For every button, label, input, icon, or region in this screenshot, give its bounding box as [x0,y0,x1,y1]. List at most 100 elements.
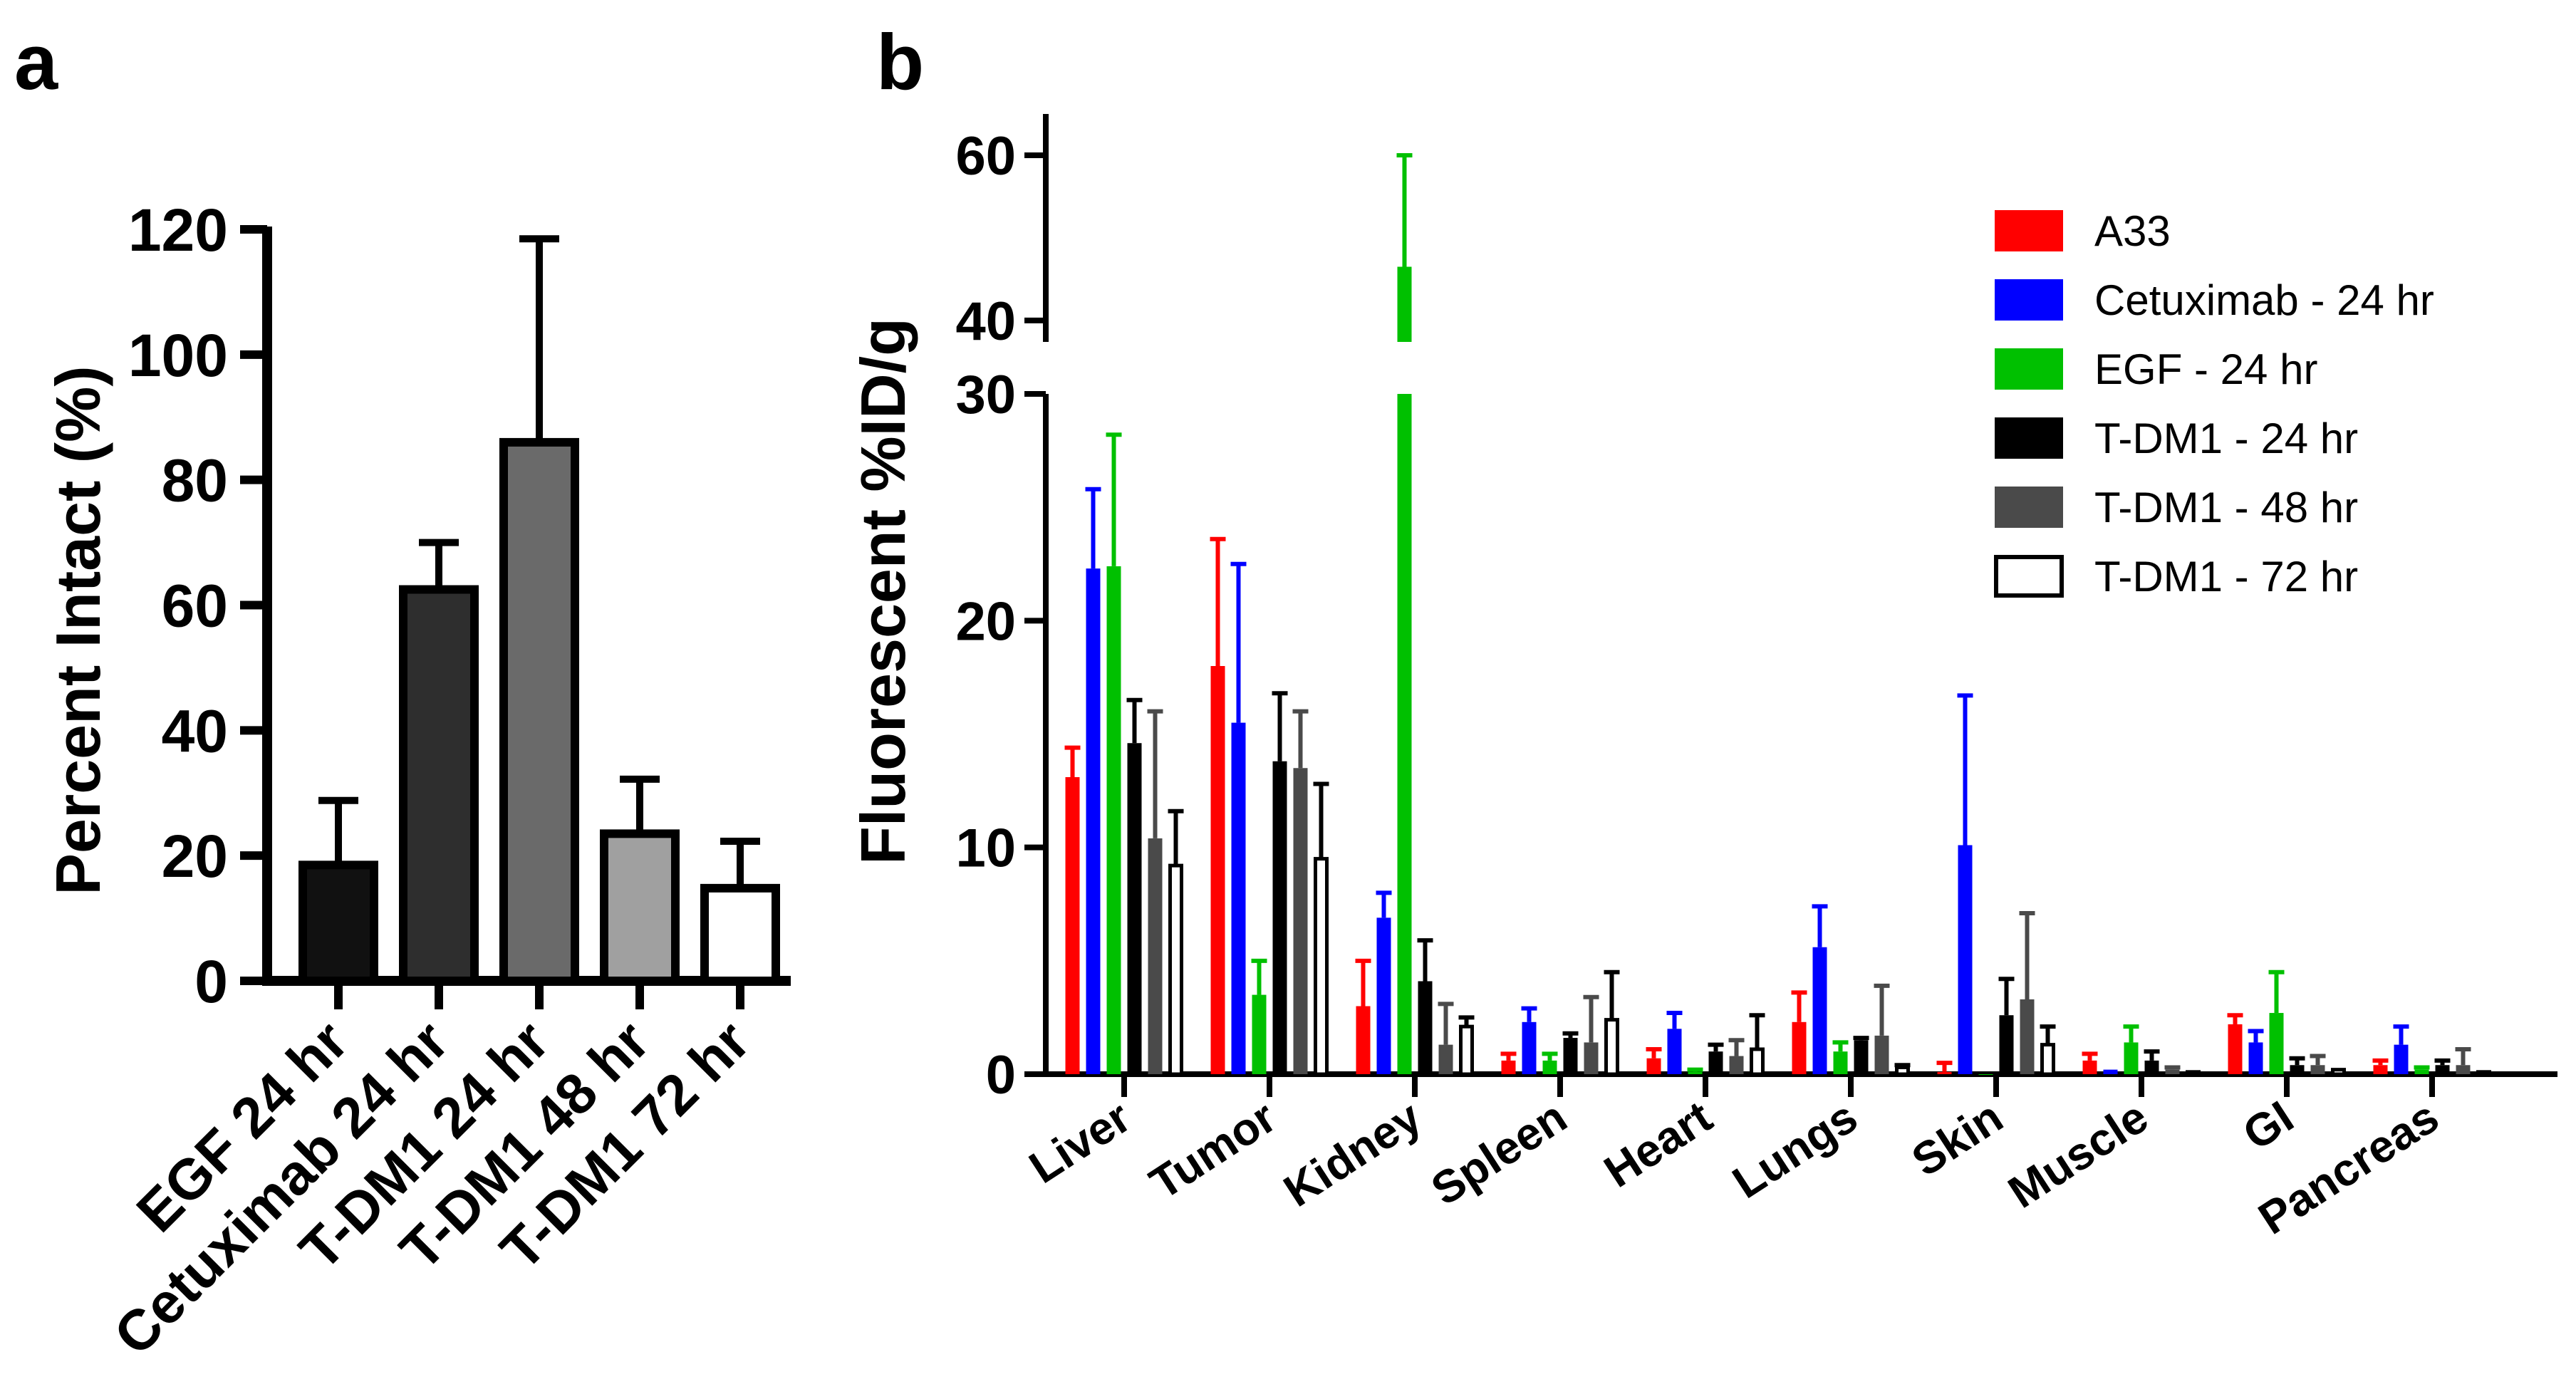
panel-b-bar [1356,1006,1371,1074]
panel-b-bar [1812,947,1827,1074]
panel-b-bar [1231,722,1246,1074]
panel-b-bar [2414,1069,2429,1074]
panel-b-bar [1688,1071,1703,1074]
panel-a-y-tick-label: 60 [162,573,228,640]
panel-b-bar [2186,1070,2201,1076]
panel-b-bar [1252,994,1267,1074]
panel-b-bar [1210,666,1225,1074]
panel-b-bar [1148,838,1163,1074]
panel-b-y-tick-label: 20 [955,591,1016,652]
panel-b-bar [1542,1060,1557,1074]
panel-b-bar [1978,1074,1993,1075]
legend-label: T-DM1 - 72 hr [2094,553,2358,600]
panel-a-bar [399,585,479,985]
panel-b-bar [1833,1051,1848,1074]
panel-b-y-tick-label: 40 [955,291,1016,352]
legend-label: T-DM1 - 48 hr [2094,484,2358,531]
panel-b-bar [1646,1058,1661,1074]
panel-b-bar [2144,1060,2159,1074]
panel-b-bar [1604,1018,1619,1076]
panel-b-bar [1293,768,1308,1074]
panel-b-bar [1522,1021,1537,1074]
legend-label: Cetuximab - 24 hr [2094,276,2434,324]
panel-b-category-label: Muscle [1999,1091,2156,1218]
panel-a-bar [499,437,579,985]
legend-label: A33 [2094,207,2171,255]
panel-b-category-label: Heart [1595,1091,1720,1197]
panel-b-bar [2248,1042,2263,1074]
panel-a-y-tick-label: 40 [162,697,228,764]
panel-b-y-tick-label: 60 [955,126,1016,187]
panel-b-bar [1729,1056,1744,1074]
panel-b-bar [1501,1060,1516,1074]
panel-a-y-tick-label: 20 [162,823,228,890]
panel-b-bar [2310,1065,2325,1074]
legend: A33 Cetuximab - 24 hr EGF - 24 hr T-DM1 - 2… [1994,207,2434,600]
panel-b-category-label: Tumor [1141,1091,1284,1209]
panel-b-bar [1584,1042,1599,1074]
panel-b-bar [1667,1029,1682,1074]
panel-b-category-label: Spleen [1422,1091,1575,1215]
panel-a-y-axis-label: Percent Intact (%) [43,365,113,895]
panel-b-y-tick-label: 10 [955,818,1016,879]
panel-b-bar [1418,981,1433,1074]
panel-b-bar [1438,1044,1453,1074]
legend-label: EGF - 24 hr [2094,345,2317,393]
panel-b-bar [2269,1013,2284,1074]
panel-label-b: b [876,19,924,106]
panel-b-category-label: Kidney [1274,1091,1430,1217]
panel-b-bar [2082,1060,2097,1074]
panel-b-bar [1065,776,1080,1074]
panel-a-bar [600,829,680,986]
panel-b-y-axis-label: Fluorescent %ID/g [848,318,918,865]
panel-b-bar [1376,917,1391,1074]
panel-b-bar [1397,266,1412,342]
panel-b-category-label: Skin [1903,1091,2012,1186]
panel-b-bar [1314,857,1329,1076]
panel-b-category-label: GI [2234,1091,2302,1160]
panel-b-bar [2290,1065,2305,1074]
legend-label: T-DM1 - 24 hr [2094,415,2358,462]
panel-b-bar [1937,1071,1952,1074]
panel-b-bar [2331,1068,2346,1076]
panel-b-bar [1106,566,1121,1074]
legend-swatch [1995,210,2063,251]
panel-b-bar [2228,1024,2243,1074]
panel-b-bar [2020,999,2035,1074]
panel-b-bar [1958,845,1973,1074]
panel-b-bar [1459,1024,1474,1076]
legend-swatch [1995,487,2063,528]
panel-b-bar [2124,1042,2139,1074]
legend-swatch [1995,348,2063,390]
panel-b-bar [2435,1065,2450,1074]
panel-b-bar [2456,1065,2471,1074]
panel-b-bar [1999,1015,2014,1074]
panel-b-y-tick-label: 30 [955,365,1016,425]
panel-b-y-tick-label: 0 [986,1045,1016,1106]
legend-swatch [1994,555,2064,598]
panel-b-category-label: Liver [1020,1091,1140,1193]
panel-b-bar [2476,1070,2491,1076]
panel-b-bar [1397,394,1412,1074]
panel-a-bar [298,860,378,985]
panel-b-bar [1874,1035,1889,1074]
panel-a-bar [700,883,780,985]
panel-b-bar [1750,1047,1765,1076]
panel-b-bar [1708,1051,1723,1074]
panel-b-bar [2394,1044,2409,1074]
panel-a-y-tick-label: 100 [128,322,228,389]
panel-b-category-label: Lungs [1723,1091,1866,1208]
panel-b-bar [2103,1069,2118,1074]
panel-b-bar [2373,1065,2388,1074]
legend-swatch [1995,417,2063,459]
panel-b-bar [1272,761,1287,1074]
panel-label-a: a [14,19,58,106]
panel-b-bar [1086,568,1101,1074]
panel-a-y-tick-label: 0 [194,948,228,1015]
panel-b-bar [1854,1040,1869,1074]
panel-a-y-tick-label: 80 [162,447,228,514]
panel-b-bar [1563,1038,1578,1074]
panel-b-bar [1792,1021,1807,1074]
